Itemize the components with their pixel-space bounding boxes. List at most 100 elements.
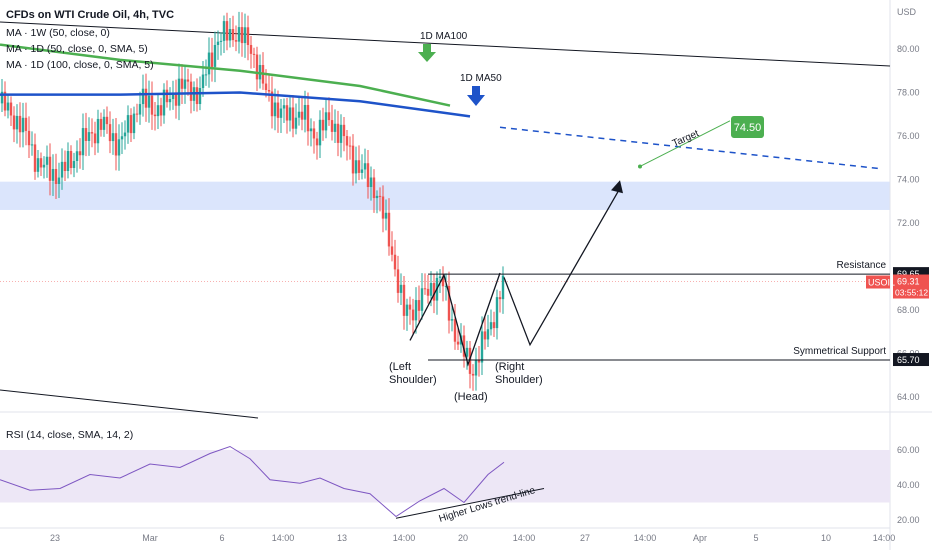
candle-body xyxy=(45,156,49,165)
candle-body xyxy=(264,83,268,90)
candle-body xyxy=(477,359,481,363)
ma100-label: 1D MA100 xyxy=(420,31,468,42)
price-tick: 78.00 xyxy=(897,88,920,98)
candle-body xyxy=(93,133,97,144)
candle-body xyxy=(210,52,214,67)
pattern-zigzag xyxy=(409,272,501,367)
candle-body xyxy=(429,283,433,296)
candle-body xyxy=(465,347,469,357)
candle-body xyxy=(36,158,40,172)
countdown-tag: 03:55:12 xyxy=(895,288,928,298)
head-label: (Head) xyxy=(454,391,488,403)
lower-trendline xyxy=(0,389,259,419)
ma50-line xyxy=(0,91,471,118)
candle-body xyxy=(201,74,205,89)
candle-body xyxy=(81,128,85,156)
candle-body xyxy=(498,297,502,300)
candle-body xyxy=(114,133,118,156)
rsi-tick: 60.00 xyxy=(897,445,920,455)
candle-body xyxy=(243,27,247,44)
candle-body xyxy=(246,27,250,46)
candle-body xyxy=(99,118,103,130)
candle-body xyxy=(426,288,430,296)
candle-body xyxy=(300,111,304,120)
candle-body xyxy=(294,117,298,129)
target-value: 74.50 xyxy=(734,122,762,134)
candle-body xyxy=(339,124,343,143)
indicator-ma-1d-50[interactable]: MA · 1D (50, close, 0, SMA, 5) xyxy=(6,43,148,55)
candle-body xyxy=(87,132,91,141)
upper-trendline xyxy=(0,21,891,67)
candle-body xyxy=(162,89,166,116)
time-tick: 23 xyxy=(50,533,60,543)
supply-demand-zone xyxy=(0,181,890,210)
rsi-indicator-label[interactable]: RSI (14, close, SMA, 14, 2) xyxy=(6,429,134,441)
candle-body xyxy=(492,322,496,329)
candle-body xyxy=(48,156,52,181)
candle-body xyxy=(111,133,115,142)
candle-body xyxy=(183,79,187,89)
left-shoulder-label-2: Shoulder) xyxy=(389,374,437,386)
candle-body xyxy=(306,104,310,132)
candle-body xyxy=(273,102,277,117)
candle-body xyxy=(105,116,109,125)
last-price-tag-bg xyxy=(893,274,929,299)
candle-body xyxy=(408,304,412,310)
rsi-line xyxy=(0,445,505,518)
candle-body xyxy=(72,161,76,168)
indicator-ma-1d-100[interactable]: MA · 1D (100, close, 0, SMA, 5) xyxy=(6,59,154,71)
candle-body xyxy=(90,132,94,134)
candle-body xyxy=(66,151,70,171)
candle-body xyxy=(315,138,319,146)
candle-body xyxy=(303,104,307,120)
candle-body xyxy=(102,116,106,130)
candle-body xyxy=(207,52,211,75)
candle-body xyxy=(222,21,226,41)
candle-body xyxy=(249,45,253,54)
candle-body xyxy=(474,359,478,376)
candle-body xyxy=(126,115,130,133)
candle-body xyxy=(186,79,190,82)
candle-body xyxy=(330,120,334,132)
candle-body xyxy=(153,114,157,117)
rsi-tick: 40.00 xyxy=(897,480,920,490)
time-tick: 27 xyxy=(580,533,590,543)
candle-body xyxy=(369,177,373,188)
target-value-box xyxy=(731,116,764,138)
candle-body xyxy=(345,136,349,146)
candle-body xyxy=(60,161,64,178)
candle-body xyxy=(441,276,445,287)
time-tick: 14:00 xyxy=(634,533,657,543)
candle-body xyxy=(78,151,82,156)
candle-body xyxy=(309,128,313,132)
candle-body xyxy=(363,163,367,170)
candle-body xyxy=(75,151,79,162)
candle-body xyxy=(351,145,355,174)
candle-body xyxy=(387,212,391,247)
candle-body xyxy=(33,144,37,172)
candle-body xyxy=(495,297,499,329)
candle-body xyxy=(267,89,271,92)
candle-body xyxy=(171,94,175,99)
candle-body xyxy=(216,41,220,45)
right-shoulder-label-1: (Right xyxy=(495,361,524,373)
ma50-label: 1D MA50 xyxy=(460,73,502,84)
candle-body xyxy=(159,105,163,116)
candle-body xyxy=(255,54,259,80)
candle-body xyxy=(138,104,142,115)
candle-body xyxy=(483,331,487,340)
candle-body xyxy=(366,163,370,188)
indicator-ma-1w[interactable]: MA · 1W (50, close, 0) xyxy=(6,27,110,39)
candle-body xyxy=(156,105,160,117)
time-tick: Mar xyxy=(142,533,158,543)
candle-body xyxy=(84,128,88,141)
candle-body xyxy=(252,53,256,55)
candle-body xyxy=(312,128,316,139)
rsi-tick: 20.00 xyxy=(897,515,920,525)
candle-body xyxy=(318,119,322,146)
candle-body xyxy=(198,88,202,105)
candle-body xyxy=(51,168,55,181)
support-tag-bg xyxy=(893,353,929,367)
